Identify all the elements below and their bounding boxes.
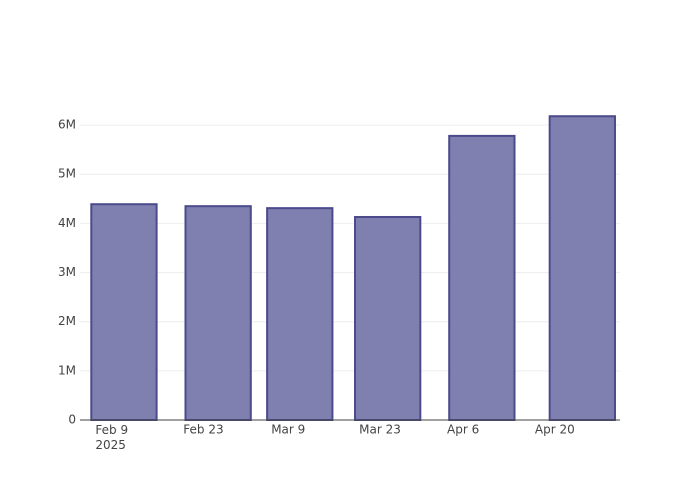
y-tick-label: 2M bbox=[58, 314, 76, 328]
bar bbox=[448, 134, 516, 421]
y-tick-label: 6M bbox=[58, 118, 76, 132]
y-tick-label: 3M bbox=[58, 265, 76, 279]
y-tick-label: 4M bbox=[58, 216, 76, 230]
bar bbox=[266, 207, 334, 421]
bar bbox=[548, 115, 616, 422]
x-tick-label: Apr 6 bbox=[447, 423, 479, 437]
bar bbox=[90, 203, 158, 421]
bar bbox=[354, 215, 422, 421]
x-tick-label: Mar 9 bbox=[271, 423, 305, 437]
y-tick-label: 5M bbox=[58, 167, 76, 181]
y-tick-label: 0 bbox=[68, 413, 76, 427]
x-tick-label: Mar 23 bbox=[359, 423, 401, 437]
x-tick-label: Feb 23 bbox=[183, 423, 223, 437]
x-tick-label: Feb 9 2025 bbox=[95, 423, 128, 452]
bar bbox=[184, 205, 252, 421]
x-tick-label: Apr 20 bbox=[535, 423, 575, 437]
y-tick-label: 1M bbox=[58, 363, 76, 377]
